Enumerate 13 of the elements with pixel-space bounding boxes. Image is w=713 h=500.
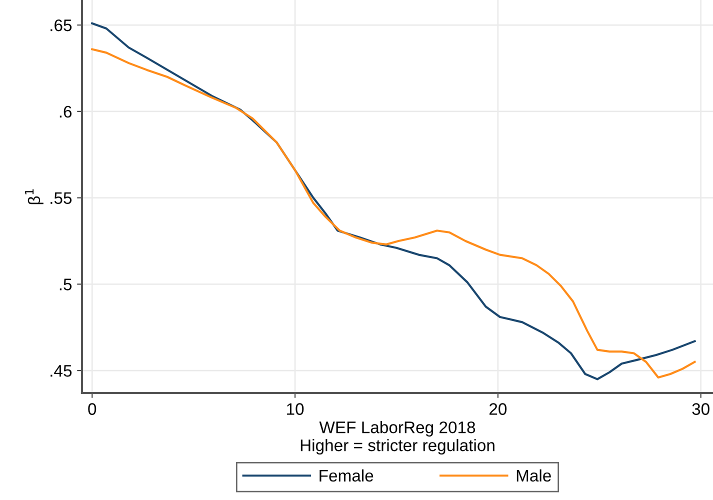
legend-label: Male	[516, 469, 551, 482]
x-axis-title: WEF LaborReg 2018 Higher = stricter regulation	[300, 421, 494, 455]
x-tick-label: 30	[692, 403, 710, 415]
y-tick-label: .55	[50, 192, 72, 204]
y-tick-label: .6	[60, 106, 72, 118]
y-tick-label: .65	[50, 19, 72, 32]
y-axis-title: β$^{1}$	[25, 189, 44, 204]
y-tick-label: .5	[60, 278, 72, 290]
x-tick-label: 20	[490, 403, 507, 415]
x-tick-label: 0	[88, 403, 96, 415]
x-tick-label: 10	[287, 403, 304, 415]
y-tick-label: .45	[50, 365, 72, 377]
legend-label: Female	[320, 469, 374, 482]
